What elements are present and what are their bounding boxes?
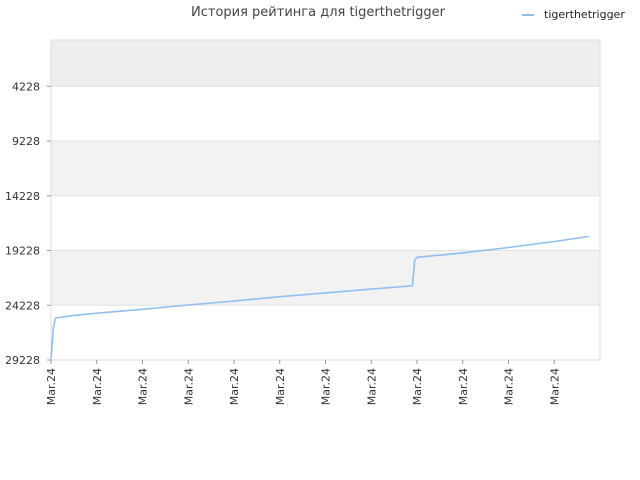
y-tick-label: 29228 <box>5 354 40 367</box>
y-tick-label: 4228 <box>12 80 40 93</box>
x-tick-label: Mar.24 <box>91 368 104 405</box>
legend[interactable]: tigerthetrigger <box>522 8 625 21</box>
chart-title: История рейтинга для tigerthetrigger <box>191 5 445 20</box>
x-tick-label: Mar.24 <box>457 368 470 405</box>
x-tick-label: Mar.24 <box>137 368 150 405</box>
y-tick-label: 19228 <box>5 245 40 258</box>
x-tick-label: Mar.24 <box>45 368 58 405</box>
y-tick-label: 14228 <box>5 190 40 203</box>
y-tick-label: 24228 <box>5 299 40 312</box>
plot-band <box>51 141 600 196</box>
plot-band <box>51 195 600 251</box>
x-tick-label: Mar.24 <box>320 368 333 405</box>
series-line-0[interactable] <box>50 235 589 361</box>
plot-bands <box>51 40 600 360</box>
x-tick-label: Mar.24 <box>548 368 561 405</box>
x-tick-label: Mar.24 <box>182 368 195 405</box>
x-tick-label: Mar.24 <box>274 368 287 405</box>
y-tick-label: 9228 <box>12 135 40 148</box>
plot-band <box>51 305 600 360</box>
x-tick-label: Mar.24 <box>365 368 378 405</box>
x-axis-ticks: Mar.24 Mar.24 Mar.24 Mar.24 Mar.24 Mar.24 Mar.… <box>45 360 561 405</box>
legend-swatch <box>522 13 534 16</box>
x-tick-label: Mar.24 <box>411 368 424 405</box>
plot-band <box>51 86 600 142</box>
series-group <box>50 235 589 361</box>
legend-label: tigerthetrigger <box>544 8 625 21</box>
plot-band <box>51 40 600 87</box>
x-tick-label: Mar.24 <box>503 368 516 405</box>
y-axis-ticks: 4228 9228 14228 19228 24228 29228 <box>5 80 51 367</box>
plot-band <box>51 250 600 306</box>
x-tick-label: Mar.24 <box>228 368 241 405</box>
